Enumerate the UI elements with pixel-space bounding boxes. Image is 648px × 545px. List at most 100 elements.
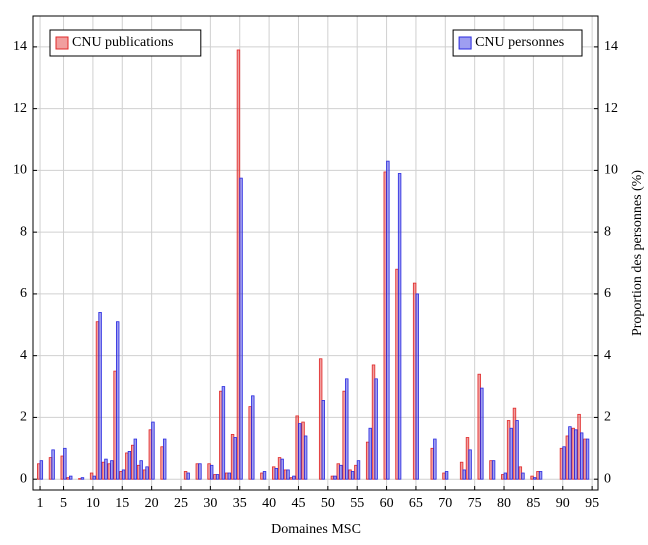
bar [127,451,132,480]
x-tick-label: 1 [37,496,44,511]
bar [386,160,390,480]
x-axis-label: Domaines MSC [271,522,361,537]
bar [145,466,149,480]
x-tick-label: 50 [321,496,335,511]
bar [233,437,237,480]
bar [80,477,85,480]
bar [209,464,214,480]
bar [51,449,55,480]
bar [374,378,378,480]
x-tick-label: 35 [233,496,247,511]
bar [274,467,278,480]
y2-tick-label: 10 [604,163,618,178]
plot-frame [32,15,599,491]
bar [104,458,108,480]
bar [98,312,102,480]
x-tick-label: 80 [497,496,511,511]
bar [198,463,202,480]
bar [92,475,96,480]
y2-tick-label: 14 [604,39,618,54]
bar [521,472,525,480]
bar [221,386,226,480]
bar [468,449,472,480]
x-tick-label: 70 [438,496,452,511]
y-tick-label: 4 [20,348,27,363]
bar [568,426,572,480]
y2-tick-label: 2 [604,410,611,425]
y2-tick-label: 6 [604,286,611,301]
y2-tick-label: 12 [604,101,618,116]
legend-box [452,29,583,57]
x-tick-label: 20 [145,496,159,511]
bar [280,458,284,480]
bar [356,460,361,480]
bar [39,460,44,480]
bar [491,460,496,480]
y2-tick-label: 8 [604,224,611,239]
bar [350,471,355,480]
bar [121,469,126,480]
bar [480,387,484,480]
bar [298,423,302,480]
x-tick-label: 30 [203,496,217,511]
bar [110,460,114,480]
bar [562,446,566,480]
bar [579,432,584,480]
bar [186,472,190,480]
bar [503,472,508,480]
bar [509,427,513,480]
y-tick-label: 2 [20,410,27,425]
bar [139,460,143,480]
bar [251,395,255,480]
y-tick-label: 0 [20,471,27,486]
bar [333,475,337,480]
y2-tick-label: 4 [604,348,611,363]
legend-box [49,29,202,57]
bar [151,421,155,480]
bar [415,293,419,480]
bar [444,471,449,480]
bar [515,420,519,480]
bar [262,471,267,480]
x-tick-label: 10 [86,496,100,511]
bar [345,378,349,480]
bar [397,173,402,480]
bar [368,427,372,480]
x-tick-label: 95 [585,496,599,511]
x-tick-label: 90 [556,496,570,511]
legend-label: CNU personnes [475,35,564,50]
y-tick-label: 8 [20,224,27,239]
bar [339,464,343,480]
bar [292,475,296,480]
x-tick-label: 60 [380,496,394,511]
legend-swatch [458,36,472,50]
bar [462,469,466,480]
x-tick-label: 65 [409,496,423,511]
x-tick-label: 55 [350,496,364,511]
bar [227,472,231,480]
bar [286,469,290,480]
bar [63,447,67,480]
x-tick-label: 45 [291,496,305,511]
x-tick-label: 85 [526,496,540,511]
legend-label: CNU publications [72,35,174,50]
bar [538,471,543,480]
bar [585,438,590,480]
bar [574,429,578,480]
x-tick-label: 5 [60,496,67,511]
bar [532,477,537,480]
bar [303,435,308,480]
y2-tick-label: 0 [604,471,611,486]
x-tick-label: 40 [262,496,276,511]
bar [162,438,167,480]
x-tick-label: 75 [468,496,482,511]
y-tick-label: 10 [13,163,27,178]
y-tick-label: 14 [13,39,27,54]
bar [321,400,325,480]
y-tick-label: 6 [20,286,27,301]
bar [239,177,243,480]
y2-axis-label: Proportion des personnes (%) [630,170,645,336]
bar [133,438,138,480]
legend-swatch [55,36,69,50]
